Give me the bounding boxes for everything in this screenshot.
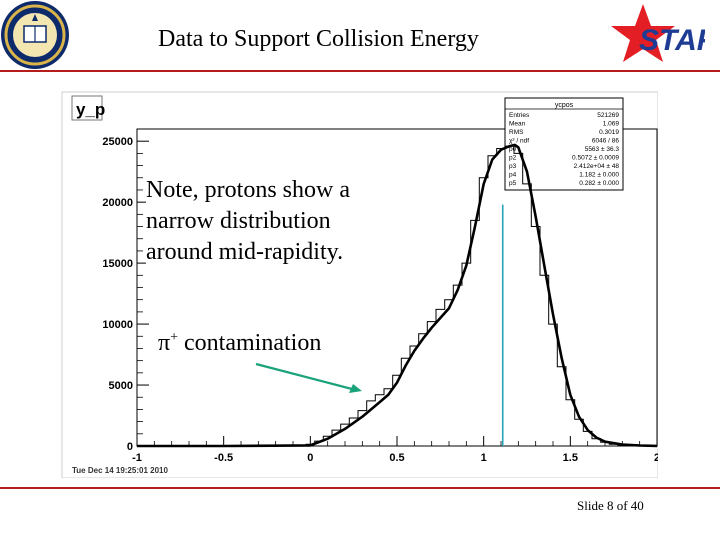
- pion-contamination-label: π+ contamination: [158, 330, 322, 357]
- stats-row-label: Entries: [509, 112, 530, 119]
- stats-box-title: ycpos: [555, 102, 574, 109]
- y-tick-label: 0: [127, 441, 133, 453]
- title-divider: [0, 70, 720, 72]
- y-tick-label: 10000: [102, 319, 133, 331]
- stats-row-label: RMS: [509, 129, 524, 136]
- university-seal-logo: [1, 1, 69, 69]
- y-tick-label: 25000: [102, 136, 133, 148]
- stats-row-label: χ² / ndf: [509, 138, 529, 145]
- footer-divider: [0, 487, 720, 489]
- stats-row-value: 0.5072 ± 0.0009: [572, 155, 619, 162]
- stats-row-label: p4: [509, 172, 517, 179]
- protons-note: Note, protons show a narrow distribution…: [146, 175, 350, 268]
- note-line-2: narrow distribution: [146, 208, 331, 234]
- fit-curve-series: [137, 143, 658, 448]
- slide-title: Data to Support Collision Energy: [158, 26, 479, 52]
- y-tick-label: 15000: [102, 258, 133, 270]
- pi-charge: +: [170, 330, 179, 345]
- stats-row-value: 1.069: [603, 121, 620, 128]
- contamination-arrow: [255, 362, 362, 393]
- y-tick-label: 20000: [102, 197, 133, 209]
- stats-row-value: 5563 ± 36.3: [585, 146, 620, 153]
- plot-timestamp: Tue Dec 14 19:25:01 2010: [72, 466, 168, 475]
- stats-row-value: 0.3019: [599, 129, 619, 136]
- stats-row-value: 521269: [597, 112, 619, 119]
- stats-row-label: Mean: [509, 121, 526, 128]
- x-tick-label: 2: [654, 452, 658, 464]
- x-tick-label: 1: [481, 452, 487, 464]
- stats-row-value: 6046 / 86: [592, 138, 619, 145]
- y-axis-label: y_p: [76, 100, 105, 119]
- stats-row-value: 0.282 ± 0.000: [579, 180, 619, 187]
- contamination-word: contamination: [184, 330, 322, 356]
- stats-row-value: 2.412e+04 ± 48: [574, 163, 620, 170]
- fit-statistics-box: ycpos Entries 521269 Mean 1.069 RMS 0.3019 χ² …: [504, 97, 624, 191]
- rapidity-histogram-chart: y_p Tue Dec 14 19:25:01 2010 ycpos Entri…: [61, 91, 658, 478]
- stats-row-value: 1.182 ± 0.000: [579, 172, 619, 179]
- stats-row-label: p5: [509, 180, 517, 187]
- x-tick-label: -1: [132, 452, 142, 464]
- stats-row-label: p3: [509, 163, 517, 170]
- note-line-1: Note, protons show a: [146, 177, 350, 203]
- pi-symbol: π: [158, 330, 171, 356]
- x-tick-label: 0: [307, 452, 313, 464]
- stats-row-label: p0: [509, 146, 517, 153]
- slide-number: Slide 8 of 40: [577, 498, 644, 513]
- x-tick-label: 1.5: [563, 452, 578, 464]
- x-tick-label: -0.5: [214, 452, 233, 464]
- x-tick-label: 0.5: [389, 452, 404, 464]
- y-tick-label: 5000: [109, 380, 133, 392]
- star-logo-text: STAR: [639, 24, 705, 57]
- star-logo: STAR: [611, 4, 705, 62]
- stats-row-label: p2: [509, 155, 517, 162]
- note-line-3: around mid-rapidity.: [146, 239, 344, 265]
